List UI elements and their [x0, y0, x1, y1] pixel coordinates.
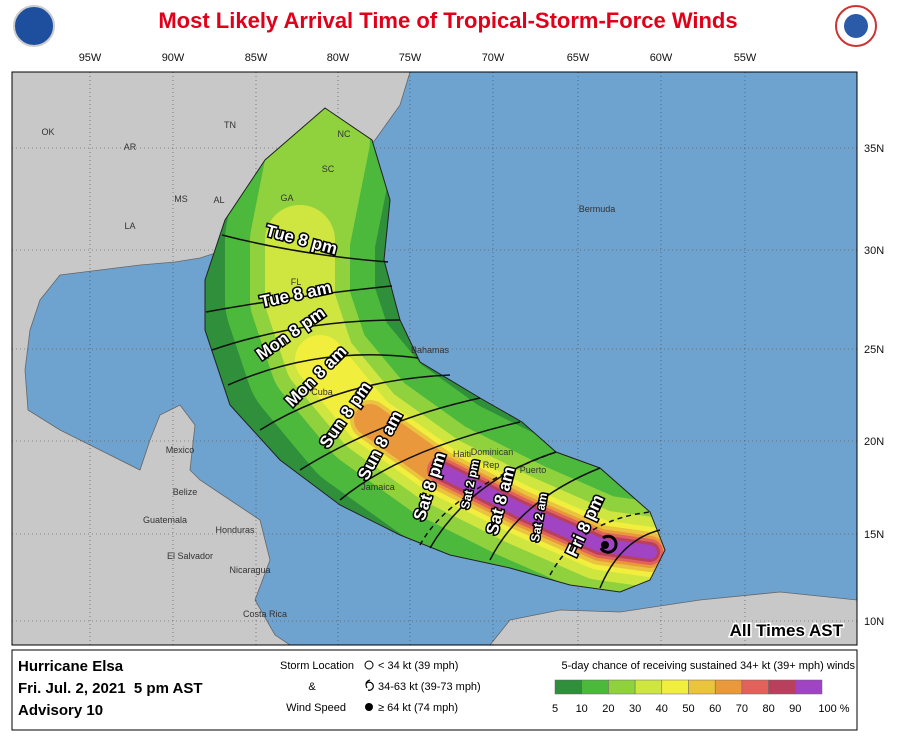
- storm-name: Hurricane Elsa: [18, 658, 124, 675]
- place-label: SC: [322, 164, 335, 174]
- scale-swatch: [608, 679, 636, 695]
- time-zone-note: All Times AST: [730, 621, 844, 640]
- key-item: ≥ 64 kt (74 mph): [378, 702, 458, 714]
- scale-swatch: [795, 679, 823, 695]
- scale-label: 40: [656, 703, 668, 715]
- place-label: AL: [213, 195, 224, 205]
- scale-swatch: [768, 679, 796, 695]
- scale-swatch: [634, 679, 663, 695]
- key-label: Storm Location: [280, 660, 354, 672]
- map-area: [12, 72, 857, 645]
- scale-label: 60: [709, 703, 721, 715]
- title: Most Likely Arrival Time of Tropical-Sto…: [158, 8, 737, 33]
- longitude-label: 65W: [567, 52, 590, 64]
- longitude-label: 75W: [399, 52, 422, 64]
- place-label: TN: [224, 120, 236, 130]
- scale-swatch: [661, 679, 689, 695]
- place-label: Puerto: [520, 465, 547, 475]
- place-label: NC: [338, 129, 351, 139]
- place-label: Bahamas: [411, 345, 450, 355]
- latitude-label: 35N: [864, 143, 884, 155]
- scale-label: 100 %: [818, 703, 849, 715]
- key-label: &: [308, 681, 316, 693]
- noaa-logo: [13, 5, 55, 47]
- scale-swatch: [554, 679, 582, 695]
- scale-swatch: [714, 679, 743, 695]
- place-label: AR: [124, 142, 137, 152]
- scale-label: 5: [552, 703, 558, 715]
- key-icon: [365, 679, 374, 691]
- place-label: Rep: [483, 460, 500, 470]
- longitude-label: 70W: [482, 52, 505, 64]
- place-label: Bermuda: [579, 204, 616, 214]
- scale-swatch: [688, 679, 716, 695]
- advisory-date: Fri. Jul. 2, 2021 5 pm AST: [18, 680, 203, 697]
- longitude-label: 90W: [162, 52, 185, 64]
- key-item: 34-63 kt (39-73 mph): [378, 681, 481, 693]
- latitude-label: 30N: [864, 245, 884, 257]
- scale-label: 50: [682, 703, 694, 715]
- latitude-label: 10N: [864, 616, 884, 628]
- latitude-label: 20N: [864, 436, 884, 448]
- latitude-label: 15N: [864, 529, 884, 541]
- longitude-label: 85W: [245, 52, 268, 64]
- longitude-label: 95W: [79, 52, 102, 64]
- scale-title: 5-day chance of receiving sustained 34+ …: [562, 660, 856, 672]
- scale-label: 70: [736, 703, 748, 715]
- scale-label: 20: [602, 703, 614, 715]
- key-icon: [364, 660, 374, 670]
- place-label: Cuba: [311, 387, 333, 397]
- scale-swatch: [741, 679, 769, 695]
- longitude-label: 80W: [327, 52, 350, 64]
- place-label: GA: [280, 193, 293, 203]
- scale-label: 90: [789, 703, 801, 715]
- latitude-label: 25N: [864, 344, 884, 356]
- scale-label: 80: [762, 703, 774, 715]
- longitude-label: 55W: [734, 52, 757, 64]
- nws-logo-inner: [844, 14, 868, 38]
- place-label: Belize: [173, 487, 198, 497]
- key-item: < 34 kt (39 mph): [378, 660, 458, 672]
- scale-label: 10: [576, 703, 588, 715]
- place-label: OK: [41, 127, 54, 137]
- longitude-label: 60W: [650, 52, 673, 64]
- key-icon: [365, 703, 373, 711]
- place-label: Honduras: [215, 525, 255, 535]
- place-label: Mexico: [166, 445, 195, 455]
- place-label: El Salvador: [167, 551, 213, 561]
- place-label: Guatemala: [143, 515, 187, 525]
- advisory-number: Advisory 10: [18, 702, 103, 719]
- storm-center: [601, 541, 609, 549]
- scale-swatch: [581, 679, 609, 695]
- place-label: LA: [124, 221, 135, 231]
- place-label: Haiti: [453, 449, 471, 459]
- place-label: Dominican: [471, 447, 514, 457]
- place-label: MS: [174, 194, 188, 204]
- place-label: FL: [291, 277, 302, 287]
- key-label: Wind Speed: [286, 702, 346, 714]
- scale-label: 30: [629, 703, 641, 715]
- place-label: Jamaica: [361, 482, 395, 492]
- place-label: Costa Rica: [243, 609, 287, 619]
- place-label: Nicaragua: [229, 565, 270, 575]
- storm-symbol: [599, 534, 618, 554]
